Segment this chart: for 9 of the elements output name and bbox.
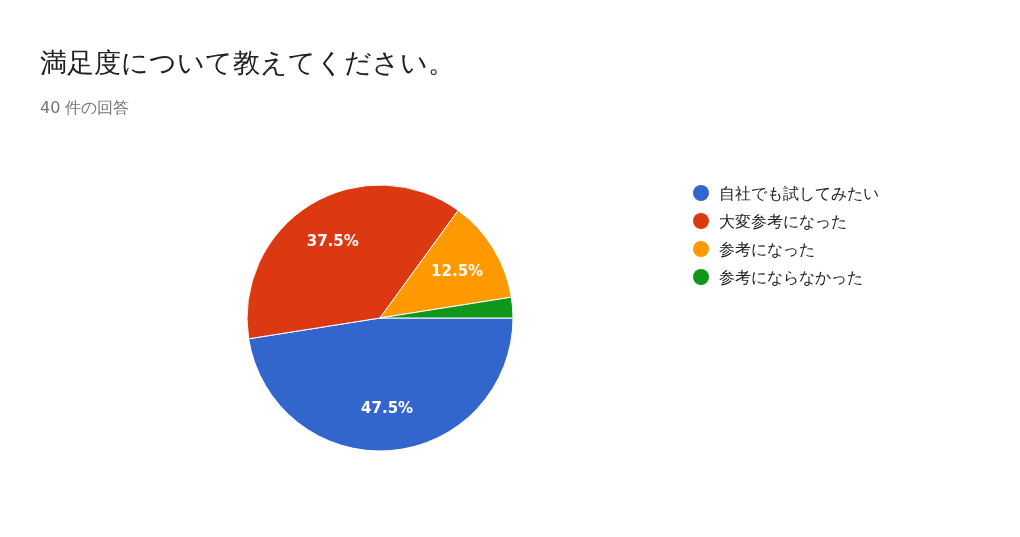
data-label: 37.5% xyxy=(306,231,359,250)
chart-title: 満足度について教えてください。 xyxy=(40,47,455,78)
legend-label: 参考になった xyxy=(719,240,815,259)
legend-label: 大変参考になった xyxy=(719,212,847,231)
legend-label: 参考にならなかった xyxy=(719,268,863,287)
data-label: 47.5% xyxy=(361,399,414,418)
text: 40 件の回答 xyxy=(40,98,130,117)
data-label: 12.5% xyxy=(431,261,484,280)
legend-label: 自社でも試してみたい xyxy=(719,184,879,203)
